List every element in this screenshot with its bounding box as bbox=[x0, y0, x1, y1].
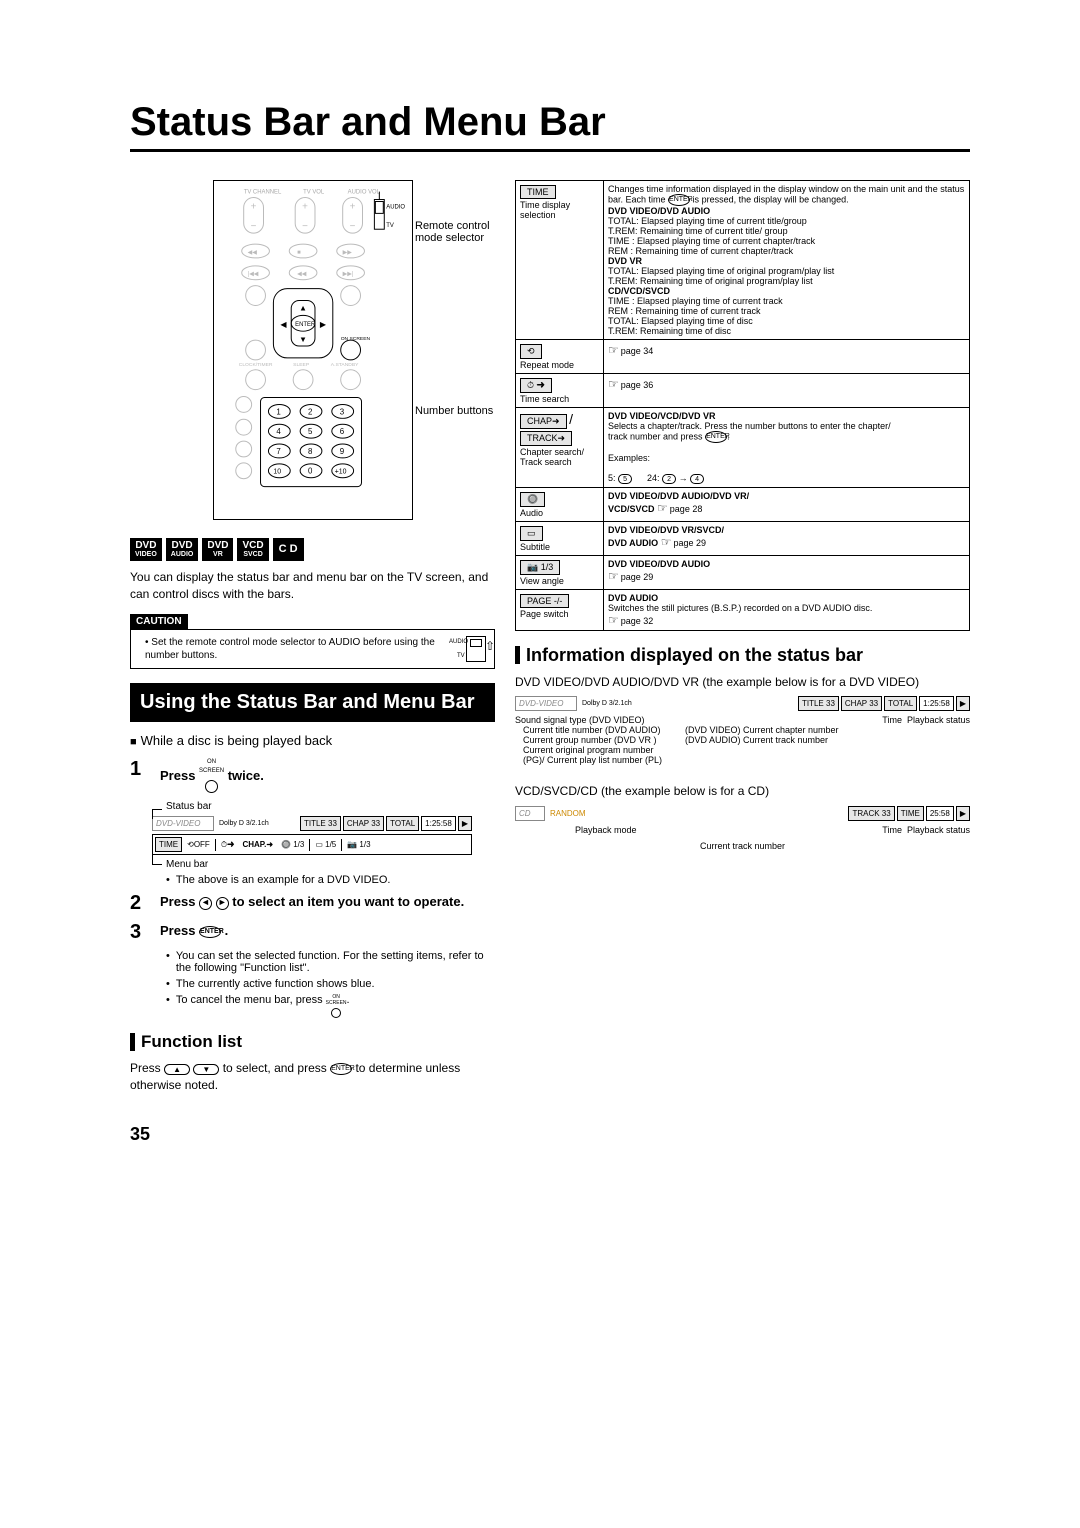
svg-text:CLOCK/TIMER: CLOCK/TIMER bbox=[238, 362, 272, 368]
context-line: While a disc is being played back bbox=[130, 732, 495, 750]
function-list-heading: Function list bbox=[130, 1032, 495, 1052]
svg-text:7: 7 bbox=[276, 447, 280, 456]
svg-text:2: 2 bbox=[308, 407, 312, 416]
svg-text:A.STANDBY: A.STANDBY bbox=[330, 362, 358, 368]
svg-text:6: 6 bbox=[339, 427, 344, 436]
info-heading: Information displayed on the status bar bbox=[515, 645, 970, 666]
info-sub1: DVD VIDEO/DVD AUDIO/DVD VR (the example … bbox=[515, 674, 970, 691]
svg-text:+10: +10 bbox=[334, 469, 346, 476]
dvd-annotations: Sound signal type (DVD VIDEO) Current ti… bbox=[515, 715, 970, 765]
info-sub2: VCD/SVCD/CD (the example below is for a … bbox=[515, 783, 970, 800]
svg-text:▼: ▼ bbox=[299, 335, 307, 344]
remote-number-label: Number buttons bbox=[415, 405, 493, 417]
svg-text:+: + bbox=[250, 201, 256, 212]
status-bar-cd: CD RANDOM TRACK 33 TIME 25:58 ▶ bbox=[515, 806, 970, 821]
function-list-intro: Press ▲ ▼ to select, and press ENTER to … bbox=[130, 1060, 495, 1094]
svg-text:▶: ▶ bbox=[319, 320, 326, 329]
format-badges: DVDVIDEO DVDAUDIO DVDVR VCDSVCD C D bbox=[130, 538, 495, 561]
svg-text:8: 8 bbox=[308, 447, 313, 456]
svg-text:10: 10 bbox=[273, 469, 281, 476]
status-bar-label: Status bar bbox=[166, 801, 212, 812]
svg-text:◀: ◀ bbox=[280, 320, 287, 329]
intro-text: You can display the status bar and menu … bbox=[130, 569, 495, 603]
svg-text:|◀◀: |◀◀ bbox=[247, 272, 258, 278]
svg-text:−: − bbox=[302, 221, 308, 232]
svg-text:9: 9 bbox=[339, 447, 344, 456]
page-title: Status Bar and Menu Bar bbox=[130, 100, 970, 152]
svg-text:TV: TV bbox=[386, 223, 394, 229]
status-bar-example: DVD-VIDEO Dolby D 3/2.1ch TITLE 33 CHAP … bbox=[152, 816, 472, 855]
cd-annotations: Playback mode Time Playback status bbox=[515, 825, 970, 835]
svg-text:−: − bbox=[250, 221, 256, 232]
section-heading: Using the Status Bar and Menu Bar bbox=[130, 683, 495, 722]
function-table: TIME Time display selection Changes time… bbox=[515, 180, 970, 631]
step-2: 2 Press ◄ ► to select an item you want t… bbox=[130, 892, 495, 915]
svg-text:ON SCREEN: ON SCREEN bbox=[340, 336, 370, 342]
status-bar-dvd: DVD-VIDEO Dolby D 3/2.1ch TITLE 33 CHAP … bbox=[515, 696, 970, 711]
svg-text:▶▶: ▶▶ bbox=[342, 250, 352, 256]
svg-text:3: 3 bbox=[339, 407, 344, 416]
svg-text:+: + bbox=[302, 201, 308, 212]
svg-text:0: 0 bbox=[308, 467, 313, 476]
svg-text:4: 4 bbox=[276, 427, 281, 436]
svg-text:5: 5 bbox=[308, 427, 313, 436]
note-1: The above is an example for a DVD VIDEO. bbox=[166, 874, 495, 886]
svg-text:▲: ▲ bbox=[299, 303, 307, 312]
svg-text:◀◀: ◀◀ bbox=[247, 250, 257, 256]
svg-text:TV CHANNEL: TV CHANNEL bbox=[243, 190, 281, 196]
svg-text:AUDIO VOL: AUDIO VOL bbox=[347, 190, 380, 196]
svg-text:1: 1 bbox=[276, 407, 281, 416]
step-1: 1 Press ONSCREEN twice. bbox=[130, 758, 495, 796]
menu-bar-label: Menu bar bbox=[166, 859, 208, 870]
step-3: 3 Press ENTER . bbox=[130, 921, 495, 944]
svg-text:+: + bbox=[349, 201, 355, 212]
page-number: 35 bbox=[130, 1124, 495, 1145]
svg-text:−: − bbox=[349, 221, 355, 232]
svg-text:▶▶|: ▶▶| bbox=[342, 272, 353, 278]
svg-text:SLEEP: SLEEP bbox=[293, 362, 310, 368]
svg-text:AUDIO: AUDIO bbox=[386, 204, 405, 210]
remote-diagram: TV CHANNEL TV VOL AUDIO VOL + − + − + − … bbox=[213, 180, 413, 520]
svg-text:■: ■ bbox=[297, 250, 301, 256]
svg-text:ENTER: ENTER bbox=[295, 322, 316, 328]
svg-text:TV VOL: TV VOL bbox=[303, 190, 325, 196]
caution-box: CAUTION • Set the remote control mode se… bbox=[130, 613, 495, 669]
svg-text:◀◀: ◀◀ bbox=[297, 272, 307, 278]
remote-selector-label: Remote control mode selector bbox=[415, 220, 495, 244]
